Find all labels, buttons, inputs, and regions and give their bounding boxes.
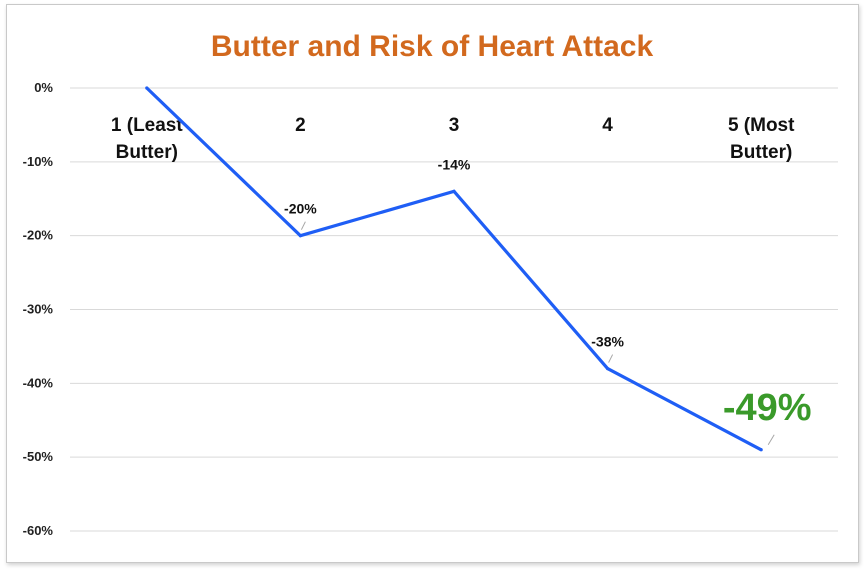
data-point <box>606 366 610 371</box>
y-tick-label: -50% <box>23 449 54 464</box>
series-line <box>145 86 762 452</box>
series-layer <box>145 86 763 452</box>
data-label-highlight: -49% <box>723 387 812 429</box>
leader-line <box>300 221 306 230</box>
x-tick-label: 2 <box>295 115 306 136</box>
chart-title: Butter and Risk of Heart Attack <box>211 30 654 63</box>
leader-line <box>767 434 775 446</box>
y-axis-ticks: 0% -10% -20% -30% -40% -50% -60% <box>23 80 54 538</box>
x-tick-label: 5 (Most Butter) <box>728 115 795 163</box>
data-point <box>759 448 763 452</box>
y-tick-label: -60% <box>23 523 54 538</box>
data-point <box>452 189 456 193</box>
y-tick-label: 0% <box>34 80 53 95</box>
data-label: -38% <box>591 334 624 350</box>
gridlines <box>70 87 838 532</box>
data-labels: -20% -14% -38% -49% <box>284 156 812 446</box>
leader-line <box>608 354 614 363</box>
x-axis-ticks: 1 (Least Butter) 2 3 4 5 (Most Butter) <box>111 115 795 163</box>
y-tick-label: -10% <box>23 154 54 169</box>
chart-frame <box>6 4 859 563</box>
x-tick-label: 1 (Least Butter) <box>111 115 183 163</box>
y-tick-label: -20% <box>23 228 54 243</box>
y-tick-label: -40% <box>23 375 54 390</box>
data-point <box>298 234 302 238</box>
data-label: -20% <box>284 201 317 217</box>
x-tick-label: 4 <box>602 115 613 136</box>
x-tick-label: 3 <box>449 115 460 136</box>
y-tick-label: -30% <box>23 302 54 317</box>
data-label: -14% <box>438 156 471 172</box>
data-point <box>145 86 149 90</box>
